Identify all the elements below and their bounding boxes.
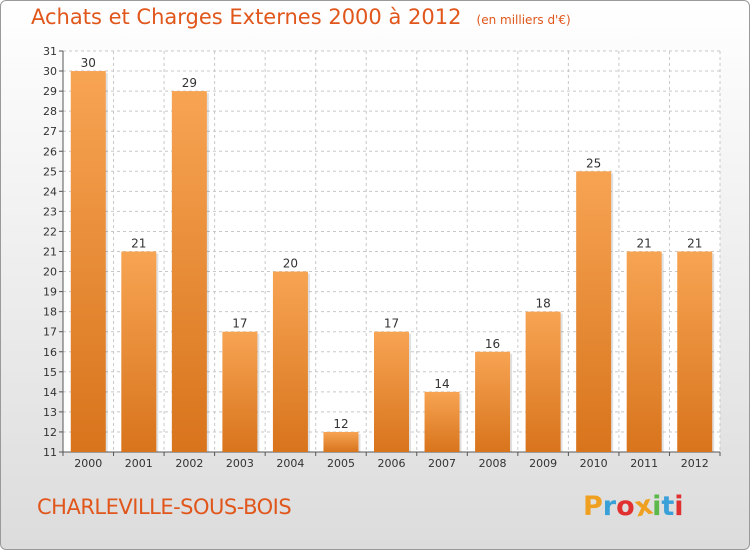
x-tick-label: 2010	[580, 457, 608, 470]
bar	[424, 391, 460, 452]
x-tick-label: 2006	[378, 457, 406, 470]
y-tick-label: 15	[43, 366, 57, 379]
proxiti-logo: Proxiti	[583, 490, 684, 524]
bar	[626, 251, 662, 452]
y-tick-label: 12	[43, 426, 57, 439]
logo-letter: o	[616, 491, 635, 522]
bar	[121, 251, 157, 452]
logo-letter: i	[674, 491, 684, 522]
x-tick-label: 2004	[276, 457, 304, 470]
y-tick-label: 11	[43, 446, 57, 459]
x-tick-label: 2011	[630, 457, 658, 470]
y-tick-label: 17	[43, 326, 57, 339]
y-tick-label: 20	[43, 266, 57, 279]
bar-value-label: 14	[434, 377, 449, 391]
x-tick-label: 2000	[74, 457, 102, 470]
x-tick-label: 2003	[226, 457, 254, 470]
y-tick-label: 24	[43, 185, 57, 198]
y-tick-label: 21	[43, 246, 57, 259]
y-tick-label: 28	[43, 105, 57, 118]
bar-value-label: 21	[131, 237, 146, 251]
logo-letter: t	[661, 491, 675, 522]
y-tick-label: 30	[43, 65, 57, 78]
x-tick-label: 2002	[175, 457, 203, 470]
chart-title-main: Achats et Charges Externes 2000 à 2012	[31, 5, 462, 29]
bar-value-label: 12	[333, 417, 348, 431]
y-tick-label: 26	[43, 145, 57, 158]
y-tick-label: 25	[43, 165, 57, 178]
bar	[525, 311, 561, 452]
y-tick-label: 18	[43, 306, 57, 319]
bars	[70, 71, 715, 453]
x-tick-label: 2008	[479, 457, 507, 470]
y-tick-label: 29	[43, 85, 57, 98]
bar-value-label: 21	[637, 237, 652, 251]
bar	[475, 351, 511, 452]
bar	[222, 331, 258, 452]
x-tick-label: 2012	[681, 457, 709, 470]
bar	[171, 91, 207, 452]
x-tick-label: 2007	[428, 457, 456, 470]
bar-value-label: 17	[232, 317, 247, 331]
logo-letter: r	[602, 491, 617, 522]
y-tick-label: 13	[43, 406, 57, 419]
bar	[323, 431, 359, 452]
logo-letter: P	[583, 491, 603, 522]
logo-letter: i	[652, 491, 662, 522]
y-tick-label: 14	[43, 386, 57, 399]
y-tick-label: 27	[43, 125, 57, 138]
bar-value-label: 16	[485, 337, 500, 351]
y-tick-label: 22	[43, 225, 57, 238]
chart-title: Achats et Charges Externes 2000 à 2012 (…	[31, 5, 571, 29]
x-tick-label: 2001	[125, 457, 153, 470]
y-tick-label: 23	[43, 205, 57, 218]
bar	[272, 271, 308, 452]
bar-value-label: 30	[81, 56, 96, 70]
bar	[70, 71, 106, 453]
x-tick-label: 2009	[529, 457, 557, 470]
y-tick-label: 16	[43, 346, 57, 359]
city-name: CHARLEVILLE-SOUS-BOIS	[37, 495, 292, 519]
bar-value-label: 20	[283, 257, 298, 271]
chart-subtitle: (en milliers d'€)	[476, 13, 571, 27]
bar	[677, 251, 713, 452]
x-tick-label: 2005	[327, 457, 355, 470]
labels: 11 12 13 14 15 16 17 18 19 20 21 22 23 24 25 26 27 28 29 30…	[43, 45, 709, 470]
bar-value-label: 18	[535, 297, 550, 311]
bar	[576, 171, 612, 453]
y-tick-label: 31	[43, 45, 57, 58]
bar-value-label: 25	[586, 156, 601, 170]
bar-value-label: 21	[687, 237, 702, 251]
bar-value-label: 17	[384, 317, 399, 331]
bar	[374, 331, 409, 452]
y-tick-label: 19	[43, 286, 57, 299]
bar-value-label: 29	[182, 76, 197, 90]
